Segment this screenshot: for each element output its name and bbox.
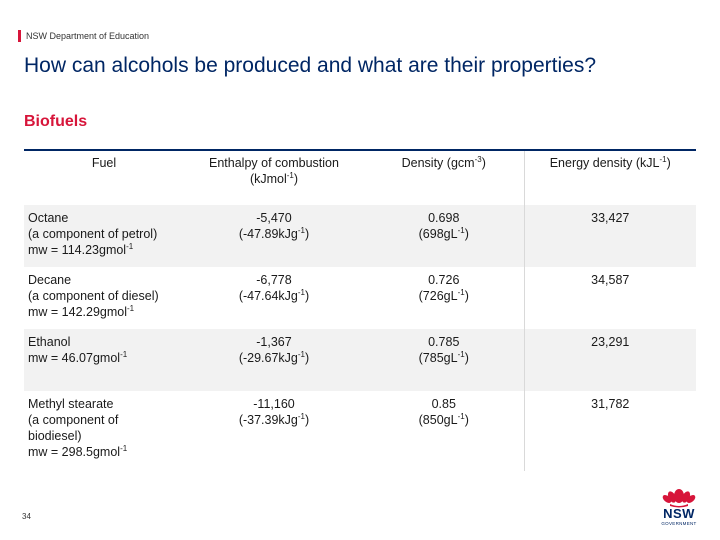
department-label: NSW Department of Education (18, 30, 149, 42)
waratah-icon (662, 489, 696, 508)
energy-density-cell: 33,427 (523, 205, 696, 267)
enthalpy-cell: -5,470 (-47.89kJg-1) (238, 211, 310, 241)
table-row: Decane (a component of diesel) mw = 142.… (24, 267, 696, 329)
nsw-government-logo: NSW GOVERNMENT (656, 484, 702, 532)
fuel-cell: Octane (a component of petrol) mw = 114.… (28, 211, 158, 257)
col-header-density: Density (gcm-3) (401, 154, 486, 170)
table-row: Methyl stearate (a component of biodiese… (24, 391, 696, 471)
table-row: Ethanol mw = 46.07gmol-1 -1,367 (-29.67k… (24, 329, 696, 391)
enthalpy-cell: -6,778 (-47.64kJg-1) (238, 273, 310, 303)
enthalpy-cell: -11,160 (-37.39kJg-1) (238, 397, 310, 427)
col-header-energy-density: Energy density (kJL-1) (523, 150, 696, 205)
section-subtitle: Biofuels (24, 113, 88, 130)
energy-density-cell: 34,587 (523, 267, 696, 329)
page-number: 34 (22, 512, 31, 521)
density-cell: 0.698 (698gL-1) (418, 211, 469, 241)
energy-density-cell: 31,782 (523, 391, 696, 471)
enthalpy-cell: -1,367 (-29.67kJg-1) (238, 335, 310, 365)
col-header-enthalpy: Enthalpy of combustion (kJmol-1) (209, 156, 339, 186)
table-header-row: Fuel Enthalpy of combustion (kJmol-1) De… (24, 150, 696, 205)
fuel-cell: Decane (a component of diesel) mw = 142.… (28, 273, 159, 319)
biofuels-table: Fuel Enthalpy of combustion (kJmol-1) De… (24, 149, 696, 471)
fuel-cell: Ethanol mw = 46.07gmol-1 (28, 335, 128, 365)
density-cell: 0.726 (726gL-1) (418, 273, 469, 303)
energy-density-cell: 23,291 (523, 329, 696, 391)
density-cell: 0.85 (850gL-1) (418, 397, 469, 427)
table-row: Octane (a component of petrol) mw = 114.… (24, 205, 696, 267)
density-cell: 0.785 (785gL-1) (418, 335, 469, 365)
col-header-fuel: Fuel (91, 156, 117, 170)
fuel-cell: Methyl stearate (a component of biodiese… (28, 397, 128, 459)
page-title: How can alcohols be produced and what ar… (24, 54, 597, 77)
